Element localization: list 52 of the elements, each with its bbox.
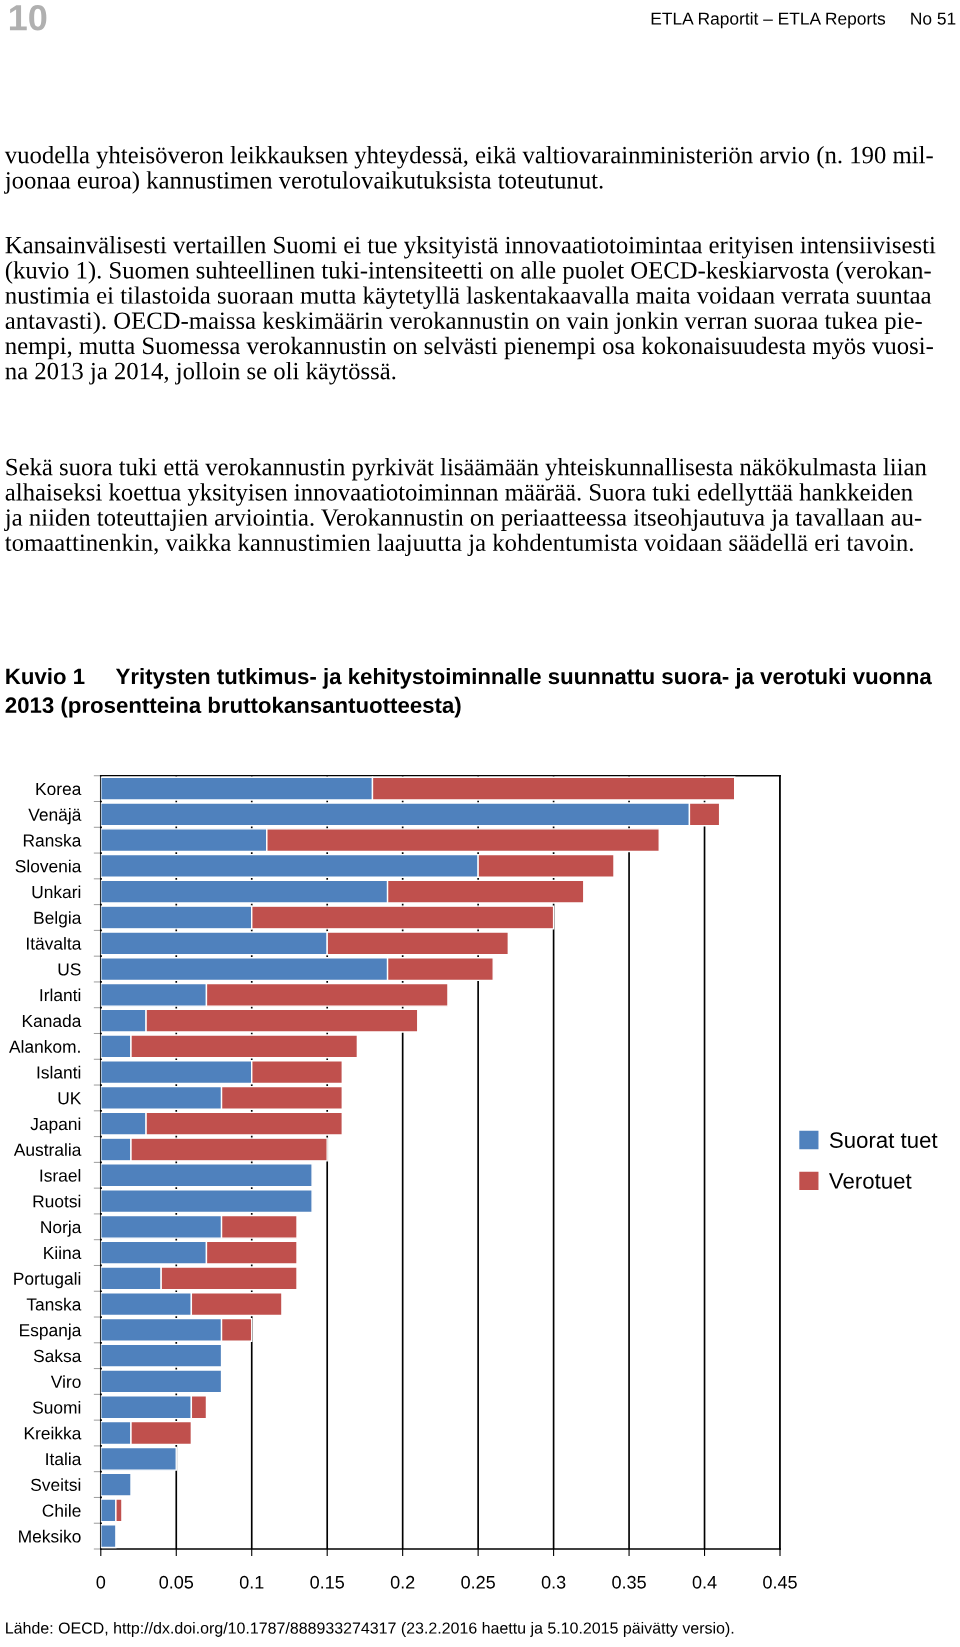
text: vuodella yhteisöveron leikkauksen yhteydessä, eikä valtiovarainministeriön arvio (n. 190 mil- joonaa euroa) kannustimen verotulovaikutuksista toteutunut. (4, 146, 933, 194)
y-tick-label: Korea (36, 782, 82, 796)
text: Kansainvälisesti vertaillen Suomi ei tue yksityistä innovaatiotoimintaa erityisen intensiivisesti (kuvio 1). Suomen suhteellinen tuki-intensiteetti on alle puolet OECD-keskiarvosta (verokan- nustimia ei tilastoida suoraan mutta käytetyllä laskentakaavalla maita voidaan verrata suuntaa antavasti). OECD-maissa keskimäärin verokannustin on vain jonkin verran suoraa tukea pie- nempi, mutta Suomessa verokannustin on selvästi pienempi osa kokonaisuudesta myös vuosi- na 2013 ja 2014, jolloin se oli käytössä. (5, 236, 936, 385)
y-tick-label: UK (58, 1092, 82, 1105)
text: Sekä suora tuki että verokannustin pyrkivät lisäämään yhteiskunnallisesta näkökulmasta liian alhaiseksi koettua yksityisen innovaatiotoiminnan määrää. Suora tuki edellyttää hankkeiden ja niiden toteuttajien arviointia. Verokannustin on periaatteessa itseohjautuva ja tavallaan au- tomaattinenkin, vaikka kannustimien laajuutta ja kohdentumista voidaan säädellä eri tavoin. (4, 458, 927, 557)
y-tick-label: Venäjä (28, 808, 82, 825)
x-tick-label: 0.35 (612, 1575, 646, 1589)
y-tick-label: Irlanti (40, 988, 81, 1002)
x-tick-label: 0.2 (390, 1575, 415, 1589)
bar (100, 1188, 313, 1214)
y-tick-label: Unkari (32, 885, 81, 899)
y-tick-label: Sveitsi (31, 1478, 81, 1492)
bar (100, 1446, 177, 1471)
y-tick-label: Norja (41, 1220, 82, 1237)
y-tick-label: Japani (30, 1117, 81, 1134)
y-tick-label: Australia (13, 1143, 82, 1156)
y-tick-label: Slovenia (15, 859, 82, 873)
chart-title: Kuvio 1 Yritysten tutkimus- ja kehitystoiminnalle suunnattu suora- ja verotuki vuonna 2013 (prosentteina bruttokansantuotteesta) (5, 668, 932, 718)
y-tick-label: Belgia (34, 911, 82, 928)
y-tick-label: Kreikka (24, 1426, 82, 1440)
y-tick-label: Islanti (37, 1065, 81, 1079)
y-tick-label: US (58, 963, 81, 976)
bar (100, 1524, 117, 1549)
y-tick-label: Chile (42, 1504, 81, 1517)
x-tick-label: 0.25 (461, 1575, 495, 1589)
x-tick-label: 0.1 (239, 1575, 264, 1589)
y-tick-label: Ranska (23, 833, 82, 847)
x-tick-label: 0.05 (159, 1575, 194, 1589)
y-tick-label: Alankom. (9, 1040, 80, 1053)
y-tick-label: Israel (40, 1168, 81, 1182)
x-tick-label: 0.3 (541, 1575, 566, 1589)
text: Lähde: OECD, http://dx.doi.org/10.1787/888933274317 (23.2.2016 haettu ja 5.10.2015 päivätty versio). (6, 1622, 734, 1637)
legend-label: Suorat tuet (829, 1132, 938, 1148)
y-tick-label: Kanada (22, 1014, 82, 1028)
y-tick-label: Italia (46, 1452, 82, 1466)
x-tick-label: 0 (96, 1575, 106, 1589)
y-tick-label: Viro (50, 1375, 81, 1388)
y-tick-label: Suomi (32, 1400, 81, 1414)
y-tick-label: Kiina (44, 1246, 82, 1260)
y-tick-label: Saksa (33, 1349, 82, 1363)
y-tick-label: Itävalta (26, 936, 82, 950)
y-tick-label: Tanska (26, 1297, 82, 1311)
text: ETLA Raportit – ETLA Reports No 51 (651, 12, 956, 29)
y-tick-label: Meksiko (19, 1529, 81, 1543)
x-tick-label: 0.4 (692, 1575, 717, 1589)
text: 10 (9, 4, 47, 31)
y-tick-label: Ruotsi (33, 1194, 81, 1208)
x-tick-label: 0.45 (763, 1575, 797, 1589)
y-tick-label: Espanja (20, 1323, 82, 1340)
x-tick-label: 0.15 (310, 1575, 345, 1589)
y-tick-label: Portugali (14, 1272, 81, 1289)
legend-label: Verotuet (828, 1173, 912, 1189)
